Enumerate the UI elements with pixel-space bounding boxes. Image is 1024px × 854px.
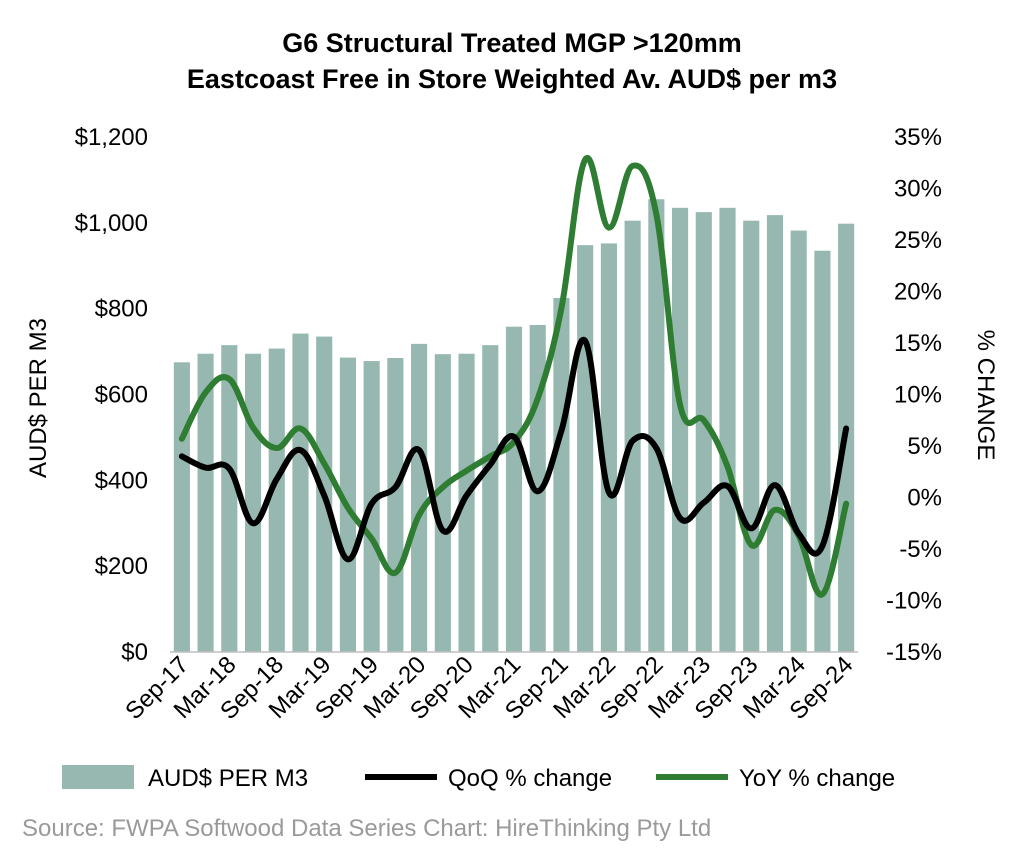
y-axis-label: AUD$ PER M3	[25, 318, 52, 478]
y-axis-ticks: $0 $200 $400 $600 $800 $1,000 $1,200	[75, 124, 148, 666]
y-tick-label: $200	[95, 553, 148, 580]
bar-jun-18	[244, 353, 262, 652]
bar-dec-23	[766, 215, 784, 653]
legend: AUD$ PER M3 QoQ % change YoY % change	[62, 765, 895, 792]
line-series	[178, 154, 850, 598]
y2-tick-label: -5%	[899, 536, 942, 563]
bar-dec-22	[672, 207, 689, 652]
bar-mar-22	[600, 243, 617, 652]
legend-label-yoy: YoY % change	[739, 765, 895, 792]
x-axis-ticks: Sep-17Mar-18Sep-18Mar-19Sep-19Mar-20Sep-…	[120, 651, 858, 725]
legend-swatch-bar	[62, 765, 134, 789]
qoq-change-line	[178, 336, 850, 563]
y2-tick-label: 25%	[894, 227, 942, 254]
bar-series	[173, 199, 855, 653]
y-tick-label: $1,000	[75, 210, 148, 237]
bar-jun-22	[624, 220, 641, 652]
bar-sep-20	[458, 353, 475, 652]
legend-label-bar: AUD$ PER M3	[148, 765, 308, 792]
legend-label-qoq: QoQ % change	[448, 765, 612, 792]
bar-dec-20	[482, 345, 499, 652]
bar-sep-21	[553, 297, 570, 652]
y-tick-label: $800	[95, 296, 148, 323]
y-tick-label: $1,200	[75, 124, 148, 151]
chart-title: G6 Structural Treated MGP >120mm	[282, 28, 741, 58]
y-tick-label: $400	[95, 467, 148, 494]
bar-sep-18	[268, 348, 285, 652]
y2-tick-label: -15%	[886, 639, 942, 666]
bar-dec-19	[387, 358, 404, 652]
bar-jun-20	[434, 354, 451, 652]
bar-sep-22	[648, 199, 665, 653]
y2-tick-label: 35%	[894, 124, 942, 151]
bar-mar-24	[790, 230, 807, 652]
bar-mar-21	[505, 326, 523, 652]
y2-tick-label: 15%	[894, 330, 942, 357]
y2-axis-ticks: -15% -10% -5% 0% 5% 10% 15% 20% 25% 30% 35%	[886, 124, 942, 666]
y-tick-label: $600	[95, 382, 148, 409]
y2-tick-label: 20%	[894, 279, 942, 306]
y2-tick-label: 0%	[907, 485, 942, 512]
bar-jun-23	[719, 207, 736, 652]
bar-mar-18	[221, 345, 238, 652]
y2-tick-label: 30%	[894, 176, 942, 203]
bar-mar-20	[411, 343, 428, 652]
bar-dec-18	[292, 333, 309, 652]
y2-tick-label: 10%	[894, 382, 942, 409]
bar-mar-23	[695, 212, 712, 652]
y2-tick-label: -10%	[886, 588, 942, 615]
bar-sep-23	[743, 220, 760, 652]
y-tick-label: $0	[121, 639, 148, 666]
y2-axis-label: % CHANGE	[972, 330, 999, 461]
bar-sep-17	[173, 362, 190, 652]
bar-dec-17	[197, 353, 214, 652]
source-note: Source: FWPA Softwood Data Series Chart:…	[22, 815, 711, 842]
chart-subtitle: Eastcoast Free in Store Weighted Av. AUD…	[187, 64, 837, 94]
y2-tick-label: 5%	[907, 433, 942, 460]
bar-dec-21	[577, 245, 594, 652]
